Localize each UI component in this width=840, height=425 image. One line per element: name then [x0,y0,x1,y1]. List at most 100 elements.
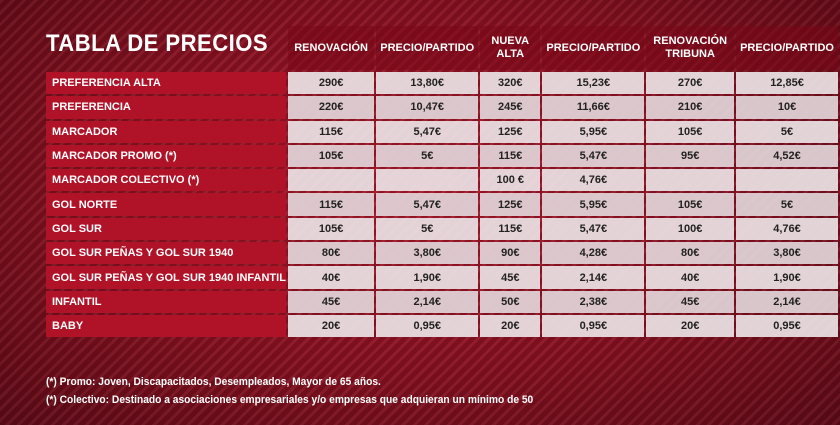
price-cell: 20€ [287,314,375,338]
price-cell: 50€ [480,290,541,313]
price-cell: 115€ [287,193,375,216]
price-cell: 2,14€ [542,266,645,289]
price-cell: 10€ [736,96,838,119]
row-label: MARCADOR COLECTIVO (*) [46,169,286,192]
price-cell: 0,95€ [736,314,838,338]
table-row: GOL NORTE 115€ 5,47€ 125€ 5,95€ 105€ 5€ [46,193,838,216]
price-cell: 105€ [646,120,735,143]
price-cell: 10,47€ [376,96,479,119]
price-cell: 115€ [287,120,375,143]
price-cell: 45€ [646,290,735,313]
table-row: GOL SUR PEÑAS Y GOL SUR 1940 INFANTIL 40€… [46,266,838,289]
table-row: BABY 20€ 0,95€ 20€ 0,95€ 20€ 0,95€ [46,314,838,338]
table-row: GOL SUR PEÑAS Y GOL SUR 1940 80€ 3,80€ 90€ 4… [46,242,838,265]
price-cell: 5€ [376,217,479,241]
price-cell: 2,38€ [542,290,645,313]
price-cell: 40€ [646,266,735,289]
row-label: PREFERENCIA [46,96,286,119]
price-cell: 0,95€ [376,314,479,338]
header-nueva-alta: NUEVA ALTA [480,26,541,70]
price-cell: 13,80€ [376,72,479,95]
price-cell: 4,52€ [736,144,838,168]
row-label: GOL SUR PEÑAS Y GOL SUR 1940 INFANTIL [46,266,286,289]
price-cell: 95€ [646,144,735,168]
row-label: GOL SUR PEÑAS Y GOL SUR 1940 [46,242,286,265]
price-cell: 3,80€ [736,242,838,265]
table-row: MARCADOR COLECTIVO (*) 100 €4,76€ [46,169,838,192]
price-cell [376,169,479,192]
row-label: MARCADOR PROMO (*) [46,144,286,168]
price-cell: 125€ [480,193,541,216]
price-cell: 125€ [480,120,541,143]
header-renovacion: RENOVACIÓN [287,26,375,70]
price-cell: 11,66€ [542,96,645,119]
header-precio-partido-1: PRECIO/PARTIDO [376,26,479,70]
price-cell: 105€ [646,193,735,216]
price-cell: 4,76€ [736,217,838,241]
price-table: RENOVACIÓN PRECIO/PARTIDO NUEVA ALTA PRE… [44,24,840,339]
footnote-promo: (*) Promo: Joven, Discapacitados, Desemp… [46,376,381,388]
price-cell: 80€ [287,242,375,265]
price-cell: 4,28€ [542,242,645,265]
price-cell: 210€ [646,96,735,119]
price-cell: 5,95€ [542,193,645,216]
table-row: PREFERENCIA ALTA 290€ 13,80€ 320€ 15,23€ 270€… [46,72,838,95]
row-label: MARCADOR [46,120,286,143]
price-cell: 0,95€ [542,314,645,338]
price-cell: 245€ [480,96,541,119]
price-cell: 1,90€ [736,266,838,289]
price-cell: 220€ [287,96,375,119]
header-renovacion-tribuna: RENOVACIÓN TRIBUNA [646,26,735,70]
price-cell: 15,23€ [542,72,645,95]
table-row: GOL SUR 105€ 5€ 115€ 5,47€ 100€ 4,76€ [46,217,838,241]
price-cell: 3,80€ [376,242,479,265]
price-cell: 5€ [736,193,838,216]
price-cell: 5,47€ [376,120,479,143]
price-cell [287,169,375,192]
price-cell: 80€ [646,242,735,265]
page-title: TABLA DE PRECIOS [46,30,269,57]
price-cell: 5€ [736,120,838,143]
price-cell: 115€ [480,144,541,168]
price-cell: 45€ [287,290,375,313]
footnote-colectivo: (*) Colectivo: Destinado a asociaciones … [46,394,534,406]
row-label: GOL SUR [46,217,286,241]
table-row: MARCADOR PROMO (*) 105€ 5€ 115€ 5,47€ 95€ 4,52… [46,144,838,168]
header-row: RENOVACIÓN PRECIO/PARTIDO NUEVA ALTA PRE… [46,26,838,70]
price-cell: 100 € [480,169,541,192]
header-precio-partido-3: PRECIO/PARTIDO [736,26,838,70]
row-label: GOL NORTE [46,193,286,216]
row-label: PREFERENCIA ALTA [46,72,286,95]
price-cell: 45€ [480,266,541,289]
price-cell: 20€ [646,314,735,338]
table-row: INFANTIL 45€ 2,14€ 50€ 2,38€ 45€ 2,14€ [46,290,838,313]
price-cell: 5,95€ [542,120,645,143]
header-precio-partido-2: PRECIO/PARTIDO [542,26,645,70]
price-cell: 40€ [287,266,375,289]
row-label: INFANTIL [46,290,286,313]
price-cell: 5,47€ [542,217,645,241]
price-cell: 105€ [287,217,375,241]
price-cell [646,169,735,192]
row-label: BABY [46,314,286,338]
price-cell: 2,14€ [376,290,479,313]
price-cell: 12,85€ [736,72,838,95]
price-cell: 100€ [646,217,735,241]
price-cell: 290€ [287,72,375,95]
price-cell: 20€ [480,314,541,338]
price-cell: 4,76€ [542,169,645,192]
price-cell: 115€ [480,217,541,241]
price-cell: 105€ [287,144,375,168]
price-cell: 320€ [480,72,541,95]
table-row: PREFERENCIA 220€ 10,47€ 245€ 11,66€ 210€ 10€ [46,96,838,119]
price-cell: 2,14€ [736,290,838,313]
table-row: MARCADOR 115€ 5,47€ 125€ 5,95€ 105€ 5€ [46,120,838,143]
price-cell: 5€ [376,144,479,168]
price-cell: 90€ [480,242,541,265]
price-cell [736,169,838,192]
price-cell: 1,90€ [376,266,479,289]
footnotes: (*) Promo: Joven, Discapacitados, Desemp… [46,373,533,409]
price-cell: 5,47€ [376,193,479,216]
price-cell: 270€ [646,72,735,95]
price-cell: 5,47€ [542,144,645,168]
